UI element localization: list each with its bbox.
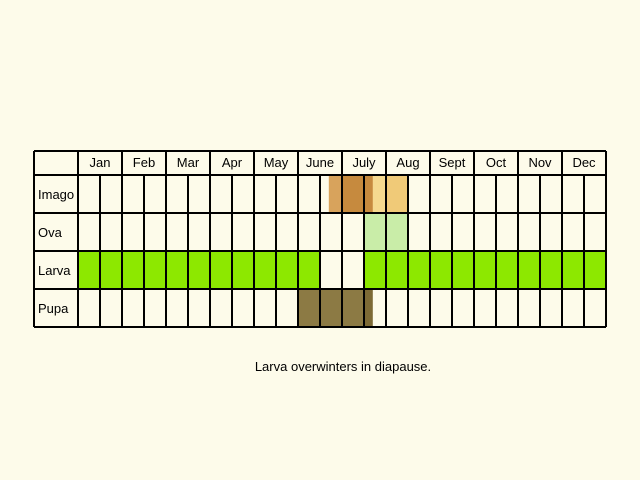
fill-pupa [364, 289, 373, 327]
fill-larva [78, 251, 320, 289]
caption: Larva overwinters in diapause. [254, 359, 432, 374]
chart-grid [33, 150, 607, 328]
month-label: Jan [90, 155, 111, 170]
fill-imago [386, 175, 408, 213]
month-label: May [264, 155, 289, 170]
month-label: July [352, 155, 376, 170]
chart-labels: Jan Feb Mar Apr May June July Aug Sept Oct Nov Dec I… [38, 155, 596, 316]
month-label: Aug [396, 155, 419, 170]
month-label: Mar [177, 155, 200, 170]
fill-imago [342, 175, 373, 213]
month-label: Oct [486, 155, 507, 170]
stage-label: Imago [38, 187, 74, 202]
fill-larva [364, 251, 606, 289]
month-label: Apr [222, 155, 243, 170]
fill-pupa [298, 289, 364, 327]
month-label: Sept [439, 155, 466, 170]
stage-label: Larva [38, 263, 71, 278]
month-label: Dec [572, 155, 596, 170]
month-label: Nov [528, 155, 552, 170]
fill-imago [372, 175, 386, 213]
month-label: Feb [133, 155, 155, 170]
stage-label: Pupa [38, 301, 69, 316]
month-label: June [306, 155, 334, 170]
stage-label: Ova [38, 225, 63, 240]
